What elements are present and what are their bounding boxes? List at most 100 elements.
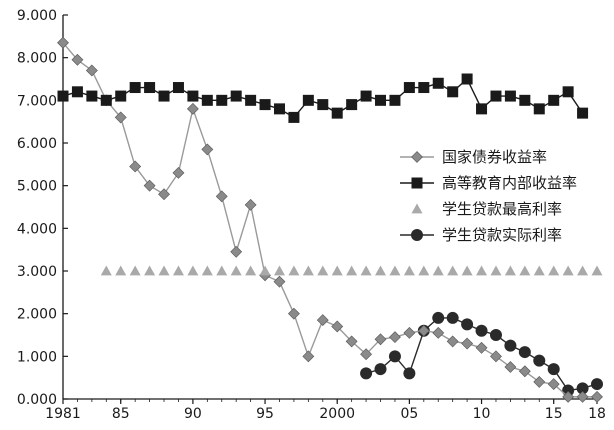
data-point-triangle	[375, 265, 387, 276]
data-point-square	[360, 90, 372, 102]
x-axis-ticks: 1981 85 90 95 2000 05 10 15 18	[45, 399, 606, 422]
data-point-square	[577, 107, 589, 119]
data-point-diamond	[475, 341, 488, 354]
data-point-square	[302, 94, 314, 106]
data-point-triangle	[548, 265, 560, 276]
data-point-square	[288, 111, 300, 123]
data-point-triangle	[245, 265, 257, 276]
x-tick-label: 1981	[45, 406, 81, 422]
x-tick-label: 2000	[319, 406, 355, 422]
data-point-diamond	[374, 333, 387, 346]
data-point-square	[533, 103, 545, 115]
data-point-circle	[533, 354, 546, 367]
data-point-square	[57, 90, 69, 102]
legend-item: 高等教育内部收益率	[400, 174, 577, 192]
data-point-diamond	[302, 350, 315, 363]
data-point-square	[259, 99, 271, 111]
data-point-triangle	[432, 265, 444, 276]
data-point-triangle	[230, 265, 242, 276]
y-tick-label: 3.000	[17, 264, 57, 280]
legend-item: 学生贷款最高利率	[411, 200, 562, 218]
data-point-triangle	[346, 265, 358, 276]
data-point-triangle	[418, 265, 430, 276]
x-tick-label: 10	[473, 406, 491, 422]
data-point-square	[187, 90, 199, 102]
data-point-diamond	[129, 160, 142, 173]
x-tick-label: 85	[112, 406, 130, 422]
data-point-square	[71, 86, 83, 98]
data-point-diamond	[215, 190, 228, 203]
data-point-triangle	[476, 265, 488, 276]
data-point-diamond	[591, 390, 603, 403]
plot-area	[57, 36, 603, 403]
data-point-square	[144, 82, 156, 94]
data-point-circle	[388, 350, 401, 363]
y-tick-label: 8.000	[17, 51, 57, 67]
data-point-triangle	[504, 265, 516, 276]
data-point-diamond	[547, 378, 560, 390]
data-point-square	[418, 82, 430, 94]
series-line	[62, 42, 597, 398]
data-point-square	[346, 99, 358, 111]
data-point-square	[476, 103, 488, 115]
data-point-triangle	[115, 265, 127, 276]
data-point-triangle	[273, 265, 285, 276]
data-point-diamond	[158, 188, 170, 201]
data-point-diamond	[244, 198, 257, 211]
data-point-diamond	[230, 245, 243, 258]
y-tick-label: 6.000	[17, 136, 57, 152]
data-point-diamond	[273, 275, 286, 288]
data-point-diamond	[518, 365, 531, 378]
data-point-circle	[432, 311, 445, 324]
data-point-square	[172, 82, 184, 94]
legend-label: 学生贷款最高利率	[442, 200, 562, 218]
legend-marker-triangle	[411, 203, 423, 214]
data-point-diamond	[57, 36, 69, 49]
data-point-circle	[504, 339, 517, 352]
data-point-diamond	[172, 166, 185, 179]
data-point-circle	[446, 311, 459, 324]
data-point-triangle	[490, 265, 502, 276]
y-tick-label: 7.000	[17, 93, 57, 109]
x-tick-label: 90	[184, 406, 202, 422]
x-tick-label: 95	[256, 406, 274, 422]
data-point-triangle	[461, 265, 473, 276]
data-point-triangle	[187, 265, 199, 276]
data-point-triangle	[331, 265, 343, 276]
axes: 0.000 1.000 2.000 3.000 4.000 5.000 6.000 7.000…	[17, 8, 606, 422]
data-point-square	[273, 103, 285, 115]
data-point-triangle	[403, 265, 415, 276]
legend-marker-circle	[411, 229, 423, 241]
legend-marker-diamond	[411, 151, 423, 163]
y-tick-label: 5.000	[17, 179, 57, 195]
x-tick-label: 18	[588, 406, 606, 422]
series-line	[62, 77, 584, 119]
series-triangle	[100, 265, 603, 276]
y-tick-label: 9.000	[17, 8, 57, 24]
data-point-diamond	[504, 361, 517, 373]
data-point-circle	[576, 382, 589, 395]
legend-item: 国家债券收益率	[400, 148, 547, 166]
data-point-square	[447, 86, 459, 98]
data-point-square	[100, 94, 112, 106]
data-point-diamond	[143, 179, 156, 192]
legend-label: 高等教育内部收益率	[442, 174, 577, 192]
data-point-square	[216, 94, 228, 106]
data-point-square	[201, 94, 213, 106]
data-point-triangle	[216, 265, 228, 276]
y-tick-label: 4.000	[17, 221, 57, 237]
series-diamond	[57, 36, 603, 403]
data-point-diamond	[345, 335, 358, 348]
data-point-square	[331, 107, 343, 119]
data-point-circle	[489, 329, 502, 341]
data-point-circle	[461, 318, 474, 331]
data-point-diamond	[389, 331, 401, 344]
data-point-square	[375, 94, 387, 106]
data-point-diamond	[114, 111, 127, 124]
data-point-diamond	[446, 335, 459, 348]
x-tick-label: 15	[545, 406, 563, 422]
data-point-triangle	[577, 265, 589, 276]
x-tick-label: 05	[400, 406, 418, 422]
